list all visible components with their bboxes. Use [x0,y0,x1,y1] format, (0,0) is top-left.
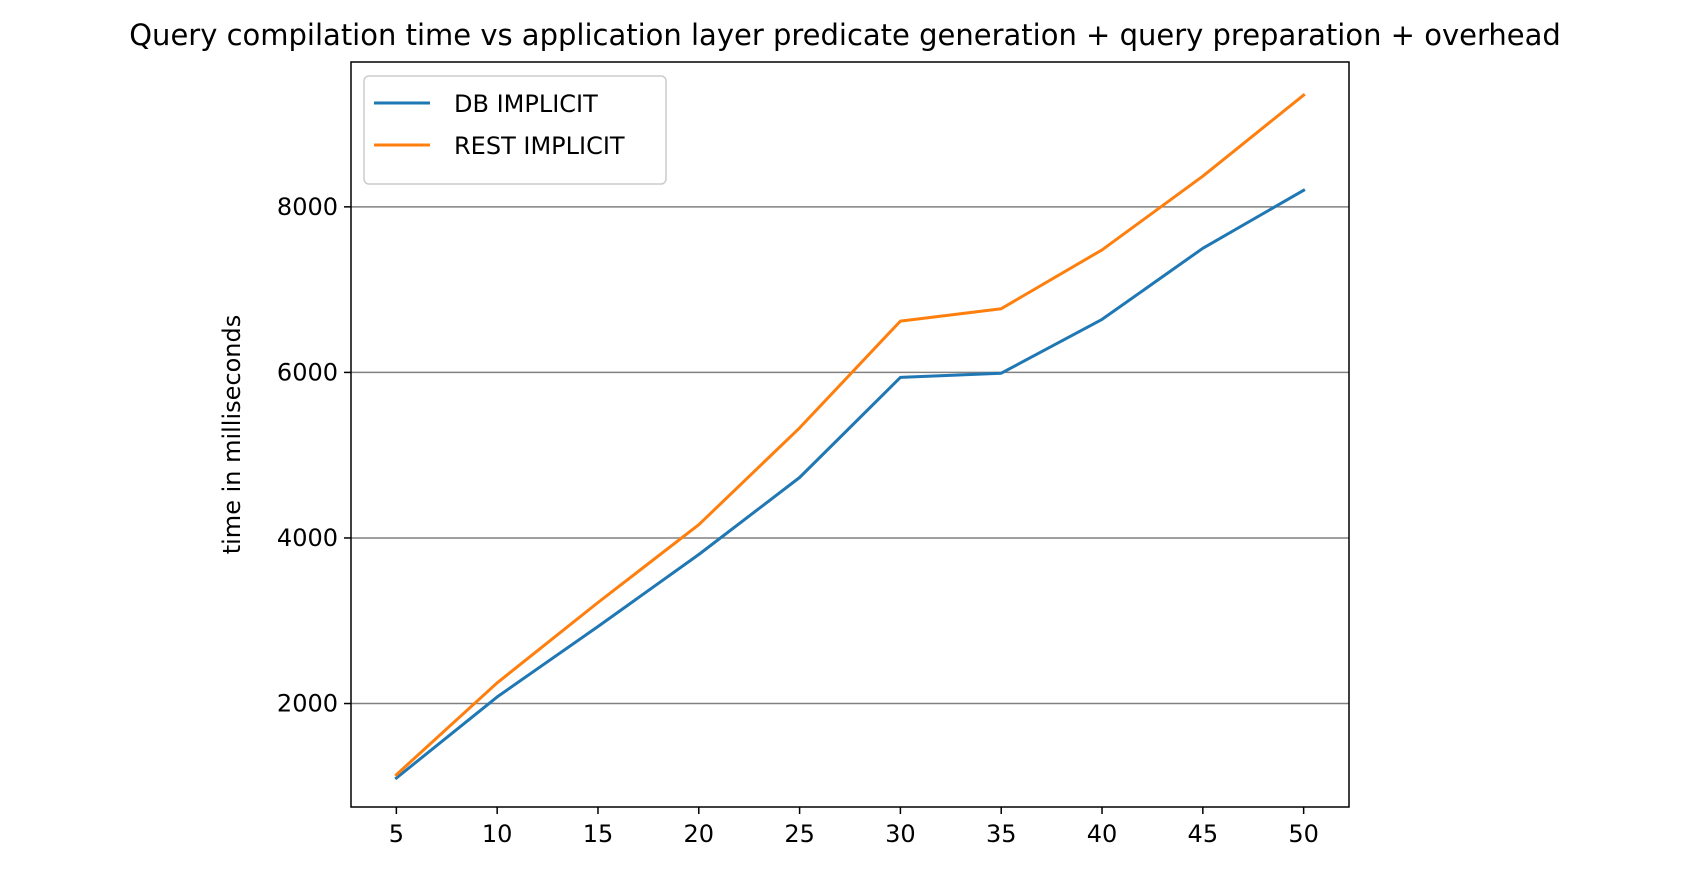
legend-box [363,75,667,185]
legend-label: REST IMPLICIT [454,132,625,160]
series-line-0 [394,188,1306,781]
y-tick-label: 2000 [277,690,338,718]
y-axis: 2000 4000 6000 8000 [277,193,351,718]
legend: DB IMPLICIT REST IMPLICIT [363,75,667,185]
plot-area-frame [350,61,1350,808]
x-tick-label: 5 [389,820,404,848]
x-tick-label: 50 [1288,820,1319,848]
x-tick-label: 45 [1188,820,1219,848]
x-tick-label: 35 [986,820,1017,848]
x-tick-label: 25 [784,820,815,848]
y-tick-label: 4000 [277,524,338,552]
chart-title: Query compilation time vs application la… [129,18,1561,52]
x-tick-label: 20 [684,820,715,848]
series-lines [394,92,1306,781]
y-tick-label: 8000 [277,193,338,221]
y-axis-label: time in milliseconds [218,315,246,555]
series-line-1 [394,92,1306,777]
legend-label: DB IMPLICIT [454,90,598,118]
x-tick-label: 15 [583,820,614,848]
x-tick-label: 30 [885,820,916,848]
y-tick-label: 6000 [277,358,338,386]
x-tick-label: 40 [1087,820,1118,848]
x-axis: 5 10 15 20 25 30 35 40 45 50 [389,807,1319,848]
x-tick-label: 10 [482,820,513,848]
